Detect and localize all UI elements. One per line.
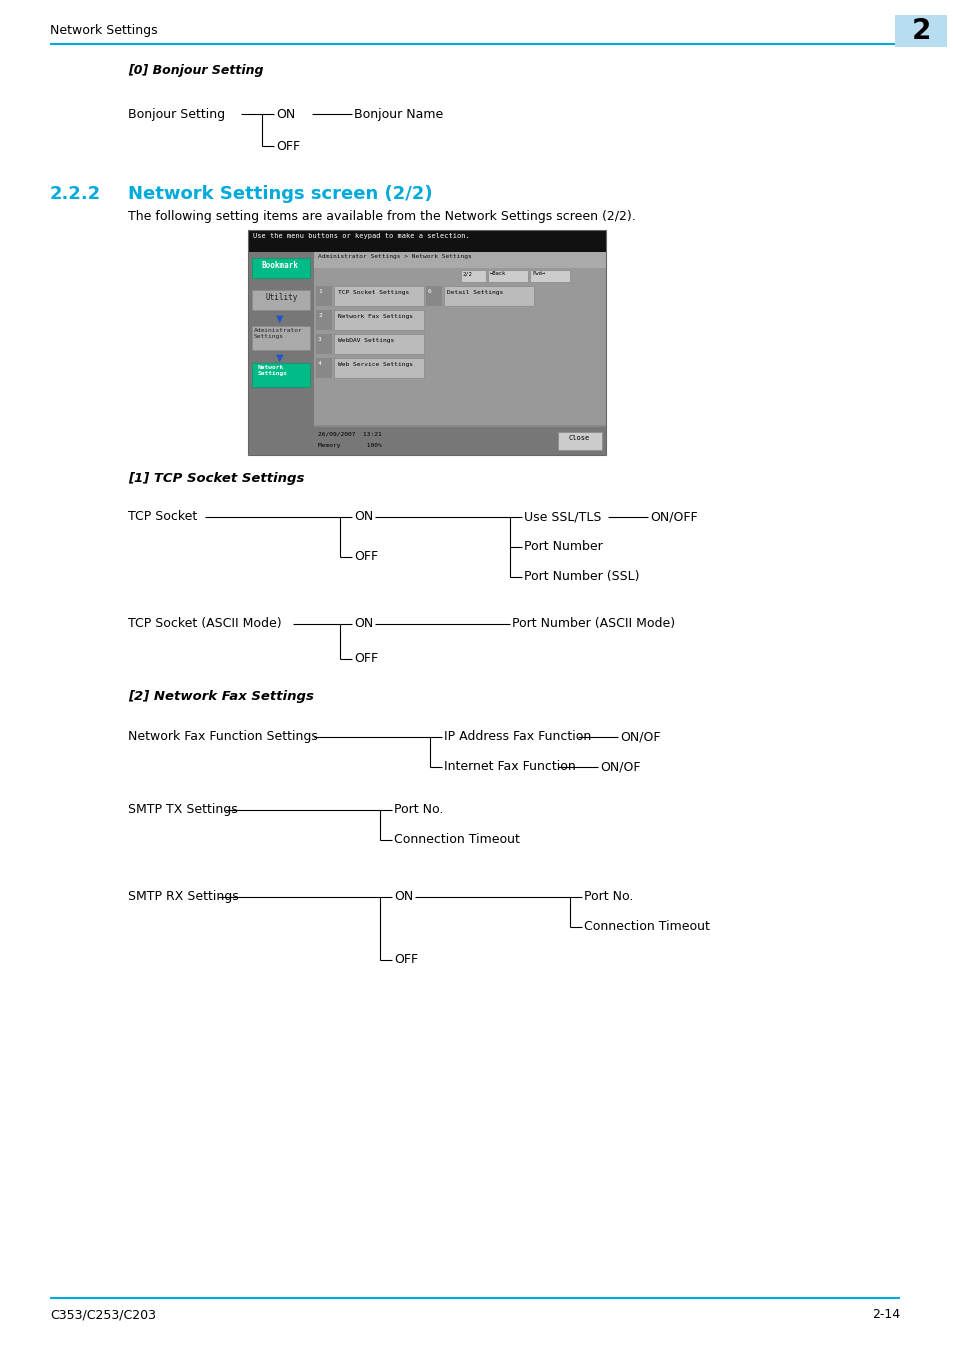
- Text: 4: 4: [317, 360, 321, 366]
- Text: 3: 3: [317, 338, 321, 342]
- Text: Bookmark: Bookmark: [262, 261, 298, 270]
- Bar: [248, 230, 605, 455]
- Text: 2/2: 2/2: [462, 271, 473, 275]
- Text: IP Address Fax Function: IP Address Fax Function: [443, 730, 591, 742]
- Text: Use SSL/TLS: Use SSL/TLS: [523, 510, 600, 522]
- Text: Utility: Utility: [266, 293, 298, 302]
- Bar: [252, 363, 310, 387]
- Text: OFF: OFF: [275, 140, 300, 153]
- Text: WebDAV Settings: WebDAV Settings: [337, 338, 394, 343]
- Text: Administrator Settings > Network Settings: Administrator Settings > Network Setting…: [317, 254, 471, 259]
- Bar: [443, 286, 534, 306]
- Text: ON/OFF: ON/OFF: [649, 510, 697, 522]
- Bar: [315, 358, 332, 378]
- Text: ←Back: ←Back: [490, 271, 506, 275]
- Text: Network Settings screen (2/2): Network Settings screen (2/2): [128, 185, 432, 202]
- Text: Detail Settings: Detail Settings: [447, 290, 503, 296]
- Text: 2.2.2: 2.2.2: [50, 185, 101, 202]
- Text: Internet Fax Function: Internet Fax Function: [443, 760, 576, 774]
- Bar: [315, 310, 332, 329]
- Text: ON/OF: ON/OF: [619, 730, 659, 742]
- Bar: [252, 290, 310, 310]
- Text: ON: ON: [394, 890, 413, 903]
- Text: The following setting items are available from the Network Settings screen (2/2): The following setting items are availabl…: [128, 211, 635, 223]
- Text: ON: ON: [275, 108, 294, 122]
- Text: Web Service Settings: Web Service Settings: [337, 362, 413, 367]
- Text: ON/OF: ON/OF: [599, 760, 639, 774]
- Text: Bonjour Name: Bonjour Name: [354, 108, 443, 122]
- Text: Connection Timeout: Connection Timeout: [394, 833, 519, 846]
- Text: OFF: OFF: [354, 549, 377, 563]
- Text: Port No.: Port No.: [394, 803, 443, 815]
- Text: Network Settings: Network Settings: [50, 24, 157, 36]
- Text: Memory       100%: Memory 100%: [317, 443, 381, 448]
- Text: Fwd→: Fwd→: [532, 271, 544, 275]
- Text: Network Fax Function Settings: Network Fax Function Settings: [128, 730, 317, 742]
- Text: 1: 1: [317, 289, 321, 294]
- Text: 6: 6: [428, 289, 432, 294]
- Text: Connection Timeout: Connection Timeout: [583, 919, 709, 933]
- Text: Administrator
Settings: Administrator Settings: [253, 328, 302, 339]
- Text: ON: ON: [354, 617, 373, 630]
- Bar: [488, 270, 527, 282]
- Text: SMTP RX Settings: SMTP RX Settings: [128, 890, 238, 903]
- Text: C353/C253/C203: C353/C253/C203: [50, 1308, 156, 1322]
- Bar: [334, 358, 423, 378]
- Bar: [558, 432, 601, 450]
- Text: ON: ON: [354, 510, 373, 522]
- Text: 2-14: 2-14: [871, 1308, 899, 1322]
- Bar: [460, 270, 485, 282]
- Text: Port Number (ASCII Mode): Port Number (ASCII Mode): [512, 617, 675, 630]
- Bar: [530, 270, 569, 282]
- Bar: [252, 258, 310, 278]
- Text: Port Number: Port Number: [523, 540, 602, 553]
- Text: 2: 2: [910, 18, 930, 45]
- Bar: [248, 230, 605, 252]
- Bar: [252, 325, 310, 350]
- Bar: [314, 284, 605, 425]
- Text: [1] TCP Socket Settings: [1] TCP Socket Settings: [128, 472, 304, 485]
- Text: 2: 2: [317, 313, 321, 319]
- Text: Use the menu buttons or keypad to make a selection.: Use the menu buttons or keypad to make a…: [253, 234, 469, 239]
- Bar: [315, 286, 332, 306]
- Text: [0] Bonjour Setting: [0] Bonjour Setting: [128, 63, 263, 77]
- Text: ▼: ▼: [275, 352, 283, 363]
- Bar: [248, 252, 314, 455]
- Bar: [426, 286, 441, 306]
- Text: Network Fax Settings: Network Fax Settings: [337, 315, 413, 319]
- Text: SMTP TX Settings: SMTP TX Settings: [128, 803, 237, 815]
- Text: 26/09/2007  13:21: 26/09/2007 13:21: [317, 432, 381, 437]
- Text: [2] Network Fax Settings: [2] Network Fax Settings: [128, 690, 314, 703]
- Text: Network
Settings: Network Settings: [257, 364, 288, 375]
- Bar: [314, 269, 605, 284]
- Text: Port Number (SSL): Port Number (SSL): [523, 570, 639, 583]
- Bar: [894, 15, 946, 47]
- Text: Close: Close: [568, 435, 590, 441]
- Bar: [248, 252, 605, 455]
- Bar: [248, 427, 605, 455]
- Text: TCP Socket: TCP Socket: [128, 510, 197, 522]
- Bar: [334, 333, 423, 354]
- Bar: [314, 252, 605, 269]
- Text: TCP Socket Settings: TCP Socket Settings: [337, 290, 409, 296]
- Text: OFF: OFF: [354, 652, 377, 666]
- Text: TCP Socket (ASCII Mode): TCP Socket (ASCII Mode): [128, 617, 281, 630]
- Text: OFF: OFF: [394, 953, 417, 967]
- Text: ▼: ▼: [275, 315, 283, 324]
- Text: Port No.: Port No.: [583, 890, 633, 903]
- Bar: [334, 310, 423, 329]
- Text: Bonjour Setting: Bonjour Setting: [128, 108, 225, 122]
- Bar: [334, 286, 423, 306]
- Bar: [315, 333, 332, 354]
